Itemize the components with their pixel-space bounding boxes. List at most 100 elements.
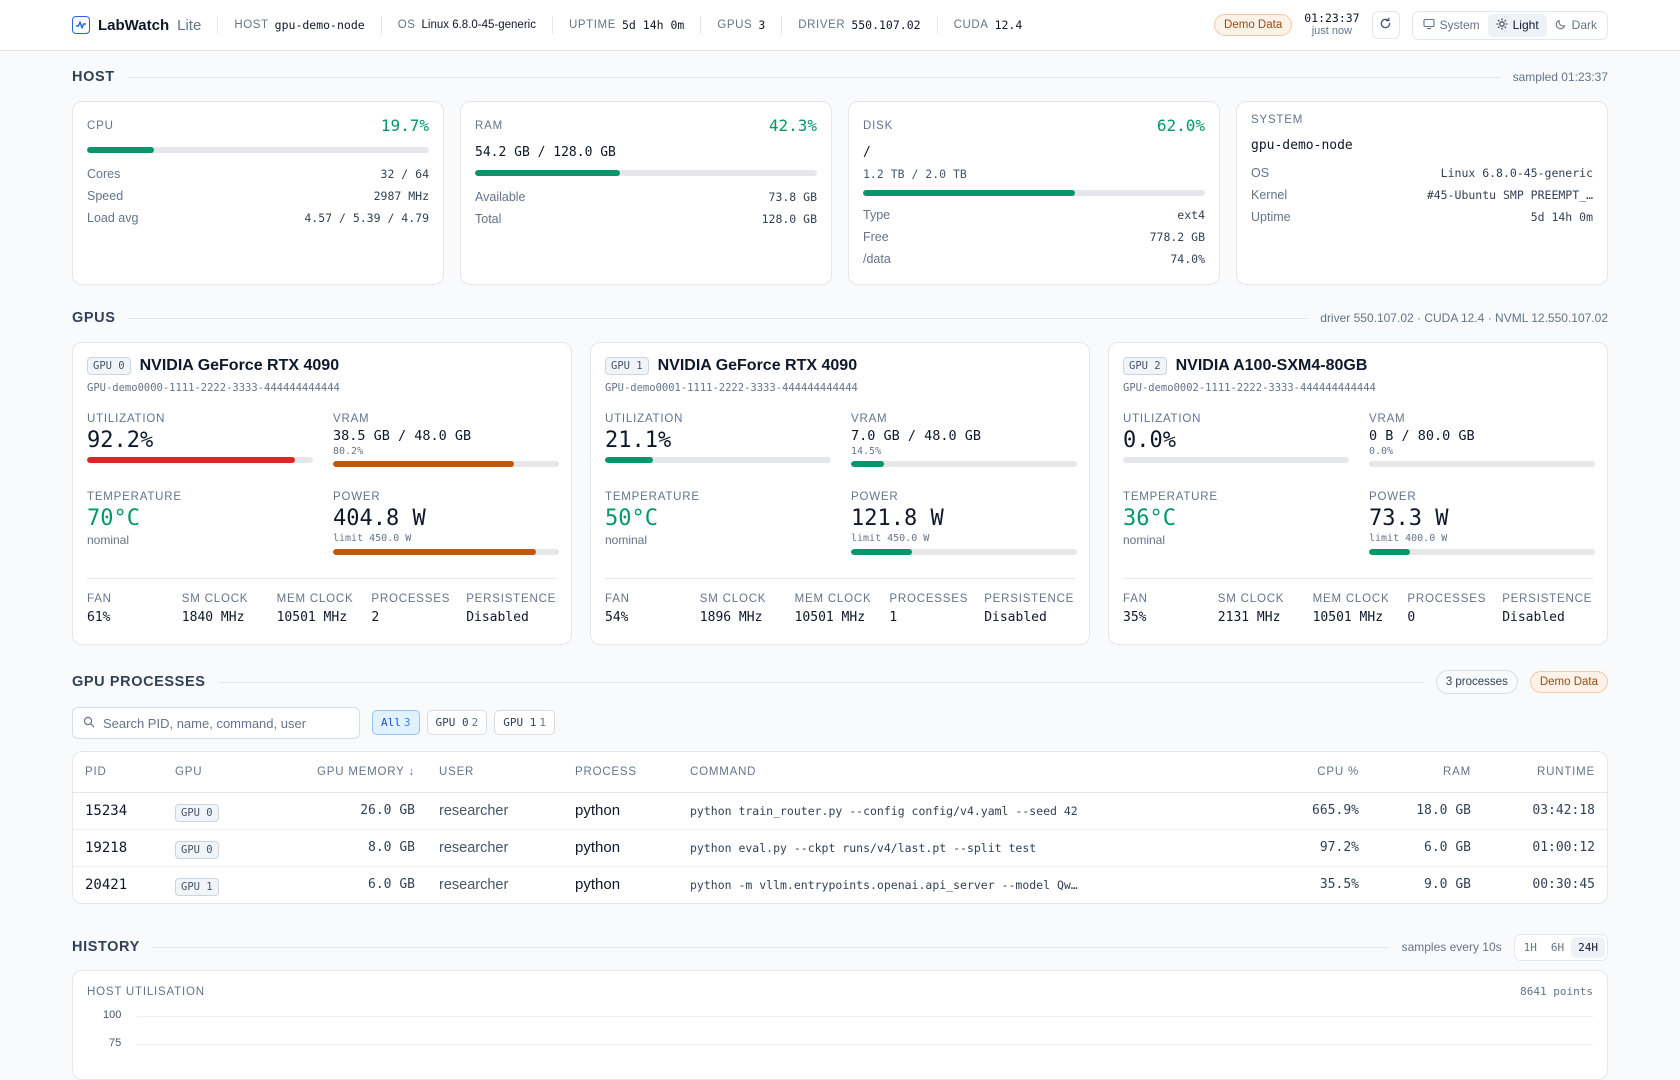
theme-dark-button[interactable]: Dark xyxy=(1547,14,1605,37)
stat-value: 778.2 GB xyxy=(1149,230,1205,244)
table-row[interactable]: 15234 GPU 0 26.0 GB researcher python py… xyxy=(73,792,1607,830)
processes-table: PID GPU GPU MEMORY ↓ USER PROCESS COMMAN… xyxy=(72,751,1608,904)
sm-clock-label: SM CLOCK xyxy=(181,593,249,605)
col-user[interactable]: USER xyxy=(427,752,563,793)
disk-card: DISK 62.0% / 1.2 TB / 2.0 TB Type ext4 Fre… xyxy=(848,101,1220,285)
utilization-bar xyxy=(605,457,831,463)
col-gpu-memory[interactable]: GPU MEMORY ↓ xyxy=(287,752,427,793)
history-sample-rate: samples every 10s xyxy=(1401,940,1502,954)
fan-label: FAN xyxy=(1123,593,1148,605)
gpu-index-tag: GPU 2 xyxy=(1123,357,1167,375)
col-process[interactable]: PROCESS xyxy=(563,752,678,793)
stat-label: Free xyxy=(863,230,889,244)
gpu-name: NVIDIA GeForce RTX 4090 xyxy=(657,357,858,374)
process-search-input[interactable] xyxy=(103,715,349,731)
clock-relative: just now xyxy=(1311,25,1353,37)
refresh-button[interactable] xyxy=(1371,11,1400,39)
gpu-mem-clock: 10501 MHz xyxy=(1312,610,1384,625)
theme-system-button[interactable]: System xyxy=(1415,14,1488,37)
meta-value: 5d 14h 0m xyxy=(622,18,685,32)
vram-label: VRAM xyxy=(333,413,370,425)
gpu-power: 404.8 W xyxy=(333,506,426,531)
stat-label: Cores xyxy=(87,167,121,181)
col-cpu[interactable]: CPU % xyxy=(1261,752,1371,793)
cell-process: python xyxy=(563,829,678,867)
cell-gpu-memory: 8.0 GB xyxy=(287,829,427,867)
filter-chip-all[interactable]: All 3 xyxy=(372,710,420,735)
temperature-label: TEMPERATURE xyxy=(87,491,182,503)
ram-used: 54.2 GB / 128.0 GB xyxy=(475,145,616,160)
power-label: POWER xyxy=(851,491,899,503)
col-ram[interactable]: RAM xyxy=(1371,752,1483,793)
vram-label: VRAM xyxy=(1369,413,1406,425)
utilization-bar xyxy=(87,457,313,463)
gpu-utilization: 92.2% xyxy=(87,428,154,453)
col-runtime[interactable]: RUNTIME xyxy=(1483,752,1607,793)
host-utilisation-chart: HOST UTILISATION 8641 points 100 75 xyxy=(72,970,1608,1080)
power-fill xyxy=(851,549,913,555)
cell-pid: 19218 xyxy=(73,829,163,867)
theme-light-button[interactable]: Light xyxy=(1487,13,1547,37)
gpu-uuid: GPU-demo0000-1111-2222-3333-444444444444 xyxy=(87,382,340,394)
processes-label: PROCESSES xyxy=(371,593,451,605)
gpu-process-count: 2 xyxy=(371,610,380,625)
search-icon xyxy=(83,716,95,731)
stat-label: Type xyxy=(863,208,891,222)
gpu-temperature: 70°C xyxy=(87,506,140,531)
gpu-name: NVIDIA GeForce RTX 4090 xyxy=(139,357,340,374)
table-row[interactable]: 19218 GPU 0 8.0 GB researcher python pyt… xyxy=(73,829,1607,867)
processes-section-header: GPU PROCESSES 3 processes Demo Data xyxy=(72,670,1608,694)
cell-gpu: GPU 0 xyxy=(163,829,287,867)
col-command[interactable]: COMMAND xyxy=(678,752,1261,793)
gpu-temperature-status: nominal xyxy=(605,533,648,547)
col-gpu[interactable]: GPU xyxy=(163,752,287,793)
gpu-vram-percent: 80.2% xyxy=(333,446,364,457)
cell-runtime: 01:00:12 xyxy=(1483,829,1607,867)
cell-gpu-memory: 6.0 GB xyxy=(368,877,415,893)
host-section-header: HOST sampled 01:23:37 xyxy=(72,67,1608,87)
stat-value: 74.0% xyxy=(1170,252,1205,266)
gpu-power-limit: limit 450.0 W xyxy=(851,533,930,544)
cell-ram: 9.0 GB xyxy=(1424,877,1471,893)
range-6h-button[interactable]: 6H xyxy=(1550,940,1565,954)
history-chart-title: HOST UTILISATION xyxy=(87,985,205,998)
cell-ram: 6.0 GB xyxy=(1371,829,1483,867)
gpu-card-2: GPU 2 NVIDIA A100-SXM4-80GB GPU-demo0002… xyxy=(1108,342,1608,645)
cell-process: python xyxy=(575,876,621,894)
gpu-vram-percent: 0.0% xyxy=(1369,446,1394,457)
mem-clock-label: MEM CLOCK xyxy=(276,593,354,605)
cell-command: python train_router.py --config config/v… xyxy=(678,792,1261,830)
system-label: SYSTEM xyxy=(1251,114,1304,126)
cell-cpu: 35.5% xyxy=(1319,877,1359,893)
stat-row: Cores 32 / 64 xyxy=(87,163,429,185)
stat-row: Kernel #45-Ubuntu SMP PREEMPT_… xyxy=(1251,184,1593,206)
stat-row: Load avg 4.57 / 5.39 / 4.79 xyxy=(87,207,429,229)
cell-cpu: 665.9% xyxy=(1261,792,1371,830)
meta-value: 12.4 xyxy=(994,18,1023,32)
temperature-label: TEMPERATURE xyxy=(1123,491,1218,503)
refresh-icon xyxy=(1379,17,1392,33)
utilization-fill xyxy=(87,457,296,463)
cell-runtime: 00:30:45 xyxy=(1532,877,1595,893)
processes-label: PROCESSES xyxy=(889,593,969,605)
vram-label: VRAM xyxy=(851,413,888,425)
filter-chip-label: All xyxy=(381,716,401,729)
host-sampled-time: sampled 01:23:37 xyxy=(1512,70,1608,84)
y-tick-75: 75 xyxy=(109,1037,122,1049)
range-24h-button[interactable]: 24H xyxy=(1571,936,1605,958)
gpu-card-0: GPU 0 NVIDIA GeForce RTX 4090 GPU-demo00… xyxy=(72,342,572,645)
stat-row: Free 778.2 GB xyxy=(863,226,1205,248)
theme-light-label: Light xyxy=(1512,18,1539,32)
gpu-mem-clock: 10501 MHz xyxy=(794,610,866,625)
col-pid[interactable]: PID xyxy=(73,752,163,793)
stat-value: 5d 14h 0m xyxy=(1530,210,1593,224)
grid-line-75 xyxy=(137,1044,1593,1045)
grid-line-100 xyxy=(137,1016,1593,1017)
sm-clock-label: SM CLOCK xyxy=(1217,593,1285,605)
range-1h-button[interactable]: 1H xyxy=(1523,940,1537,954)
persistence-label: PERSISTENCE xyxy=(1502,593,1593,605)
table-row[interactable]: 20421 GPU 1 6.0 GB researcher python pyt… xyxy=(73,866,1607,903)
gpu-power-limit: limit 400.0 W xyxy=(1369,533,1448,544)
